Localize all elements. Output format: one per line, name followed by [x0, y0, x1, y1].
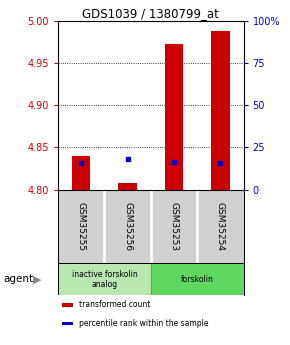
Text: ▶: ▶ [33, 274, 42, 284]
Text: GSM35253: GSM35253 [169, 202, 179, 251]
Text: GSM35255: GSM35255 [77, 202, 86, 251]
Bar [118, 183, 137, 189]
Title: GDS1039 / 1380799_at: GDS1039 / 1380799_at [82, 7, 219, 20]
Bar [72, 156, 90, 189]
Bar [151, 264, 244, 295]
Bar [58, 264, 151, 295]
Text: forskolin: forskolin [181, 275, 214, 284]
Text: transformed count: transformed count [79, 300, 150, 309]
Text: agent: agent [3, 274, 33, 284]
Text: GSM35256: GSM35256 [123, 202, 132, 251]
Bar [165, 45, 183, 189]
Text: inactive forskolin
analog: inactive forskolin analog [72, 269, 137, 289]
Bar [62, 303, 73, 307]
Text: percentile rank within the sample: percentile rank within the sample [79, 319, 209, 328]
Bar [62, 322, 73, 325]
Text: GSM35254: GSM35254 [216, 202, 225, 251]
Bar [211, 31, 230, 189]
